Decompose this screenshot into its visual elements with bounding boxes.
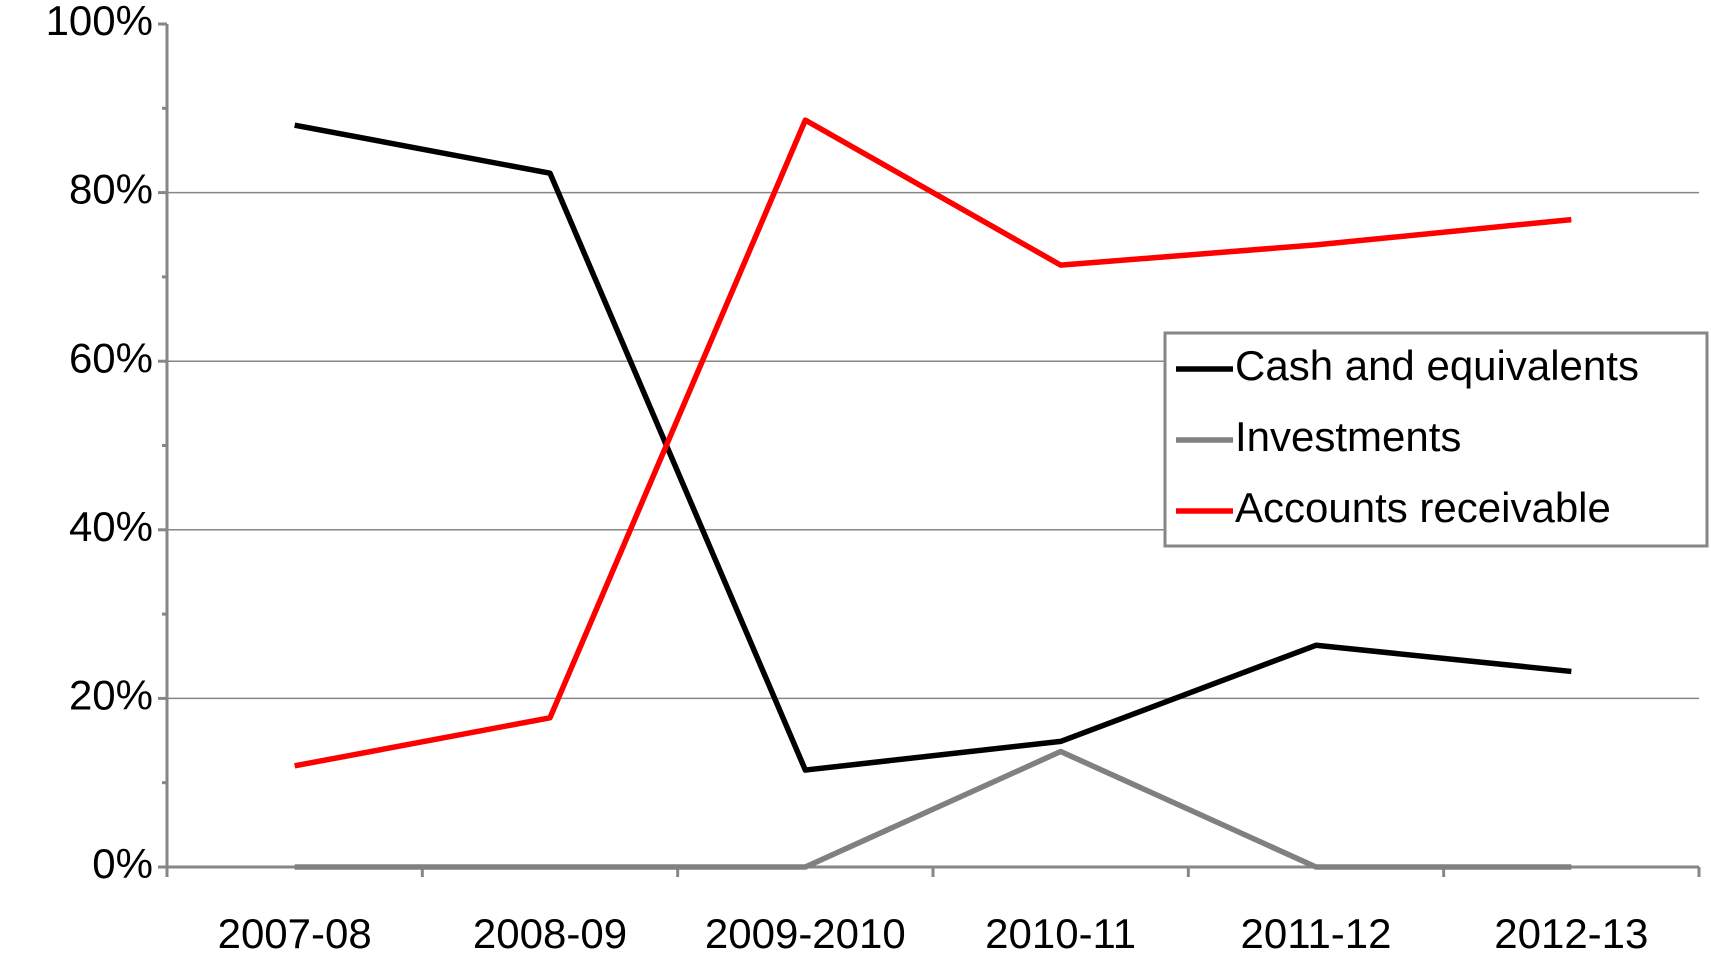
x-tick-label: 2012-13 [1494,910,1648,957]
x-tick-label: 2010-11 [985,910,1136,957]
series-line [294,122,1572,773]
legend-label: Cash and equivalents [1235,342,1639,389]
y-tick-label: 60% [69,334,153,381]
legend-label: Investments [1235,413,1461,460]
y-tick-label: 40% [69,503,153,550]
y-tick-label: 100% [46,0,153,44]
x-tick-label: 2008-09 [473,910,627,957]
series-line [294,748,1572,870]
legend: Cash and equivalents Investments Accounts … [1163,331,1709,548]
series-line [294,117,1572,769]
legend-box [1163,331,1709,548]
y-tick-label: 20% [69,671,153,718]
x-tick-label: 2009-2010 [705,910,906,957]
y-tick-label: 0% [92,840,153,887]
x-tick-label: 2007-08 [218,910,372,957]
x-tick-label: 2011-12 [1240,910,1391,957]
legend-label: Accounts receivable [1235,484,1611,531]
y-tick-label: 80% [69,166,153,213]
